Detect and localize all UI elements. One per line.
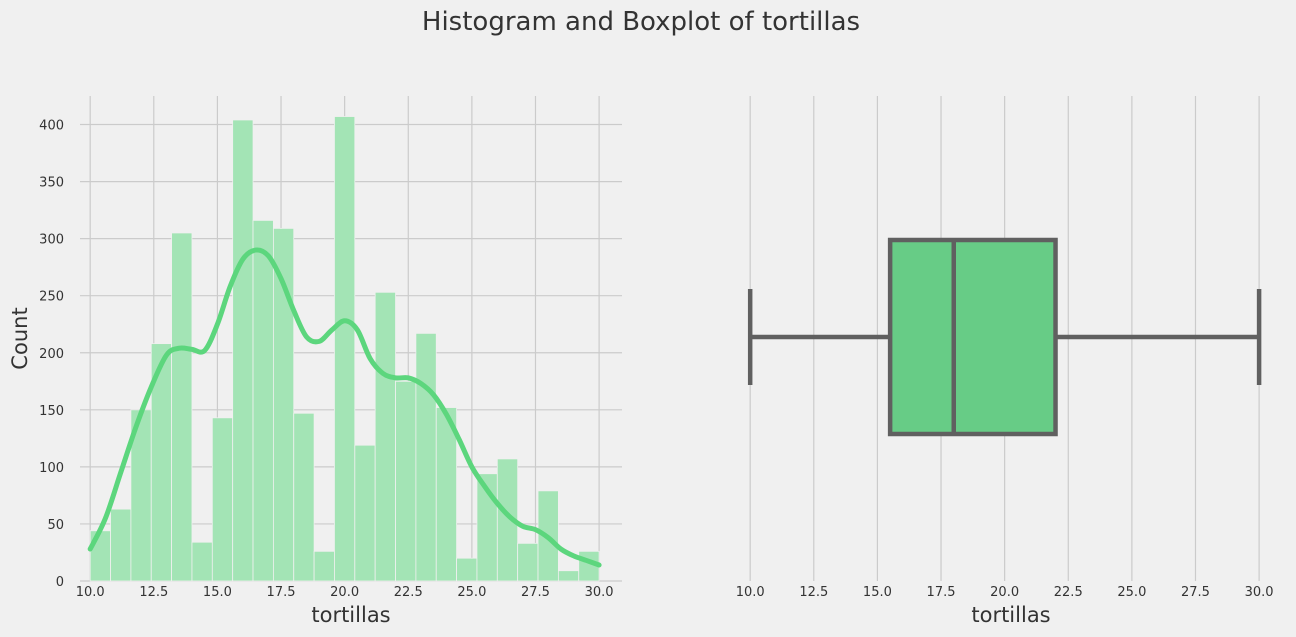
figure-title: Histogram and Boxplot of tortillas: [422, 7, 860, 37]
histogram-y-tick-label: 300: [39, 233, 64, 248]
histogram-bar: [395, 380, 417, 582]
box-iqr: [887, 237, 1058, 437]
histogram-bar: [211, 417, 234, 582]
histogram-bar: [252, 219, 274, 582]
histogram-bar: [191, 541, 213, 582]
histogram-x-axis-label: tortillas: [311, 603, 390, 627]
histogram-bar: [313, 550, 335, 582]
boxplot-x-tick-label: 25.0: [1117, 585, 1146, 600]
histogram-y-tick-label: 50: [47, 518, 64, 533]
boxplot-x-tick-label: 12.5: [799, 585, 828, 600]
boxplot-x-axis-label: tortillas: [971, 603, 1050, 627]
histogram-y-tick-label: 400: [39, 119, 64, 134]
kde-curve: [87, 247, 602, 568]
histogram-y-tick-labels: 0 50 100 150 200 250 300 350 400: [39, 119, 64, 590]
histogram-x-tick-label: 17.5: [267, 585, 296, 600]
histogram-bar: [415, 332, 437, 582]
histogram-bar: [110, 508, 132, 582]
histogram-x-tick-label: 15.0: [203, 585, 232, 600]
histogram-bar: [374, 291, 396, 582]
histogram-x-tick-label: 22.5: [394, 585, 423, 600]
boxplot-x-tick-label: 30.0: [1245, 585, 1274, 600]
histogram-y-tick-label: 350: [39, 176, 64, 191]
boxplot-x-tick-labels: 10.0 12.5 15.0 17.5 20.0 22.5 25.0 27.5 30.0: [736, 585, 1274, 600]
boxplot-x-tick-label: 27.5: [1181, 585, 1210, 600]
histogram-bar: [334, 116, 356, 582]
histogram-y-tick-label: 150: [39, 404, 64, 419]
histogram-y-tick-label: 100: [39, 461, 64, 476]
histogram-bar: [232, 119, 254, 582]
histogram-bar: [557, 570, 580, 582]
histogram-bar: [517, 542, 539, 582]
histogram-x-tick-label: 12.5: [139, 585, 168, 600]
histogram-bar: [293, 412, 315, 582]
histogram-x-tick-label: 10.0: [76, 585, 105, 600]
histogram-x-tick-label: 25.0: [457, 585, 486, 600]
histogram-bar: [171, 232, 193, 582]
histogram-y-tick-label: 250: [39, 290, 64, 305]
boxplot-x-tick-label: 20.0: [990, 585, 1019, 600]
histogram-y-tick-label: 0: [56, 575, 64, 590]
histogram-y-axis-label: Count: [8, 307, 32, 369]
boxplot-x-tick-label: 22.5: [1054, 585, 1083, 600]
histogram-x-tick-label: 30.0: [585, 585, 614, 600]
histogram-bar: [496, 458, 519, 582]
histogram-panel: 10.0 12.5 15.0 17.5 20.0 22.5 25.0 27.5 30.0 0 50…: [8, 96, 622, 627]
histogram-bar: [354, 444, 376, 582]
histogram-x-tick-label: 20.0: [330, 585, 359, 600]
boxplot-panel: 10.0 12.5 15.0 17.5 20.0 22.5 25.0 27.5 30.0 tor…: [736, 96, 1274, 627]
histogram-x-tick-label: 27.5: [521, 585, 550, 600]
histogram-bar: [272, 227, 295, 582]
boxplot-x-tick-label: 10.0: [736, 585, 765, 600]
histogram-bar: [435, 407, 458, 582]
histogram-bar: [456, 557, 478, 582]
histogram-x-tick-labels: 10.0 12.5 15.0 17.5 20.0 22.5 25.0 27.5 30.0: [76, 585, 614, 600]
histogram-y-tick-label: 200: [39, 347, 64, 362]
histogram-bars: [89, 116, 600, 582]
boxplot-x-tick-label: 17.5: [927, 585, 956, 600]
boxplot-x-tick-label: 15.0: [863, 585, 892, 600]
